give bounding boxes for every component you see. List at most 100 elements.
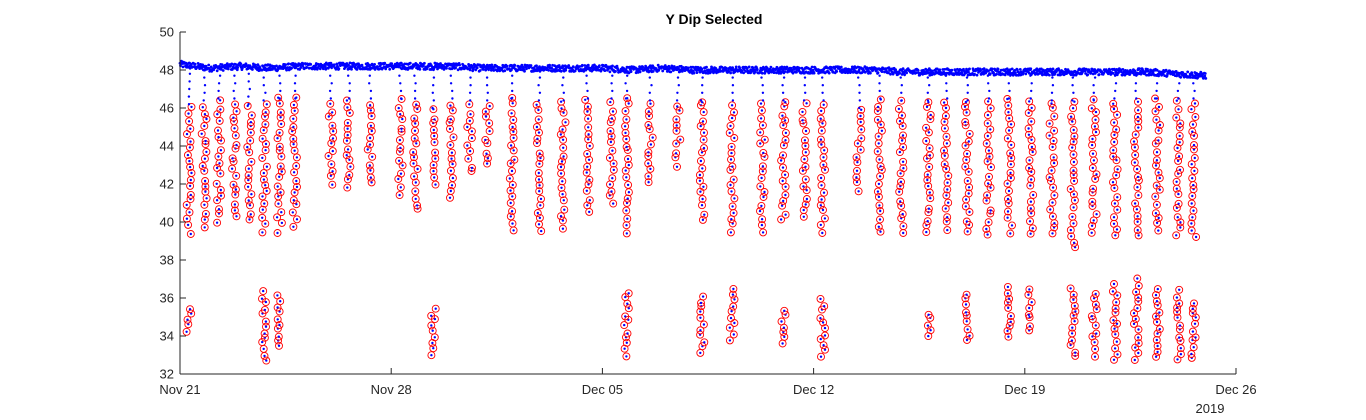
dip-marker bbox=[292, 200, 301, 209]
dip-marker bbox=[345, 108, 354, 117]
dip-point bbox=[203, 113, 207, 116]
transition-point bbox=[293, 82, 297, 85]
baseline-point bbox=[350, 67, 353, 71]
dip-marker bbox=[1131, 130, 1140, 139]
dip-point bbox=[1133, 146, 1137, 149]
transition-point bbox=[1134, 89, 1137, 93]
dip-point bbox=[730, 151, 733, 155]
dip-point bbox=[433, 118, 436, 121]
dip-marker bbox=[778, 201, 787, 210]
dip-point bbox=[1137, 194, 1140, 197]
dip-point bbox=[587, 183, 590, 186]
dip-point bbox=[233, 103, 237, 106]
baseline-point bbox=[1040, 71, 1044, 75]
dip-point bbox=[877, 142, 880, 145]
dip-point bbox=[1095, 173, 1098, 176]
baseline-point bbox=[1164, 68, 1168, 72]
dip-marker bbox=[698, 215, 707, 224]
dip-point bbox=[964, 120, 967, 124]
dip-point bbox=[625, 341, 628, 344]
dip-point bbox=[1179, 122, 1182, 125]
dip-point bbox=[203, 203, 206, 206]
dip-marker bbox=[289, 134, 298, 143]
dip-marker bbox=[293, 215, 301, 224]
transition-point bbox=[262, 76, 265, 79]
dip-marker bbox=[962, 317, 971, 326]
dip-point bbox=[587, 158, 591, 161]
transition-point bbox=[677, 84, 680, 87]
dip-point bbox=[1177, 202, 1180, 205]
dip-point bbox=[760, 176, 763, 180]
dip-point bbox=[234, 188, 238, 191]
dip-point bbox=[985, 142, 988, 145]
dip-marker bbox=[581, 95, 590, 104]
dip-marker bbox=[696, 326, 705, 335]
dip-marker bbox=[1092, 170, 1101, 179]
dip-marker bbox=[1004, 303, 1013, 312]
transition-point bbox=[926, 76, 929, 79]
dip-point bbox=[623, 125, 627, 128]
dip-point bbox=[511, 125, 514, 129]
baseline-point bbox=[705, 65, 708, 69]
dip-point bbox=[878, 175, 882, 178]
baseline-point bbox=[753, 70, 757, 73]
dip-point bbox=[250, 193, 253, 196]
dip-point bbox=[510, 112, 513, 115]
transition-point bbox=[926, 99, 930, 102]
dip-point bbox=[412, 162, 415, 165]
baseline-point bbox=[454, 66, 457, 70]
baseline-point bbox=[418, 67, 422, 71]
dip-marker bbox=[409, 148, 418, 157]
dip-marker bbox=[622, 143, 631, 151]
dip-marker bbox=[1130, 319, 1138, 328]
baseline-point bbox=[755, 68, 759, 72]
dip-point bbox=[1113, 327, 1116, 330]
dip-marker bbox=[897, 96, 906, 105]
dip-marker bbox=[508, 93, 517, 102]
dip-point bbox=[412, 151, 415, 154]
baseline-point bbox=[388, 67, 392, 71]
baseline-point bbox=[529, 64, 533, 67]
dip-point bbox=[820, 143, 823, 146]
transition-point bbox=[279, 89, 282, 93]
dip-point bbox=[759, 131, 762, 134]
transition-point bbox=[965, 76, 969, 79]
transition-point bbox=[878, 82, 881, 85]
transition-point bbox=[537, 84, 540, 87]
y-tick-label: 40 bbox=[160, 215, 174, 230]
baseline-point bbox=[333, 63, 336, 67]
dip-column bbox=[873, 74, 886, 236]
dip-point bbox=[537, 118, 540, 121]
baseline-point bbox=[1204, 77, 1208, 80]
transition-point bbox=[449, 74, 452, 77]
dip-marker bbox=[1068, 329, 1077, 338]
transition-point bbox=[486, 99, 489, 102]
dip-point bbox=[820, 109, 823, 113]
dip-marker bbox=[984, 146, 993, 155]
baseline-point bbox=[236, 66, 240, 69]
dip-marker bbox=[760, 188, 769, 196]
dip-marker bbox=[431, 304, 440, 313]
transition-point bbox=[368, 74, 371, 77]
dip-marker bbox=[411, 187, 420, 196]
dip-marker bbox=[1068, 117, 1077, 126]
dip-marker bbox=[583, 107, 592, 116]
transition-point bbox=[900, 91, 903, 95]
dip-point bbox=[538, 216, 542, 220]
dip-marker bbox=[1050, 159, 1059, 168]
baseline-point bbox=[423, 61, 426, 65]
dip-marker bbox=[1028, 224, 1037, 233]
dip-point bbox=[188, 184, 192, 188]
dip-point bbox=[187, 112, 190, 115]
dip-marker bbox=[273, 324, 282, 333]
transition-point bbox=[626, 74, 629, 77]
dip-marker bbox=[698, 342, 707, 351]
dip-marker bbox=[446, 115, 455, 124]
dip-marker bbox=[1192, 233, 1201, 241]
dip-marker bbox=[1089, 216, 1098, 225]
baseline-point bbox=[239, 62, 243, 66]
transition-point bbox=[510, 97, 513, 100]
baseline-point bbox=[523, 69, 526, 73]
dip-point bbox=[967, 186, 971, 189]
dip-marker bbox=[585, 155, 594, 164]
